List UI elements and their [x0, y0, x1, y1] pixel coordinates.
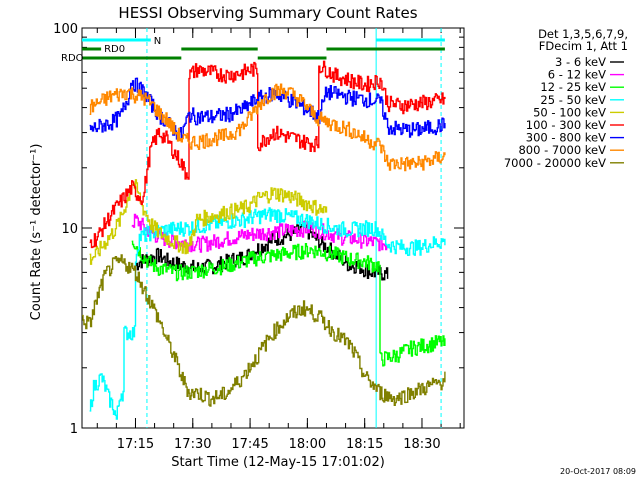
- state-label-rdo: RDO: [61, 53, 84, 64]
- legend-header: Det 1,3,5,6,7,9,: [538, 27, 628, 41]
- legend-entry: 7000 - 20000 keV: [504, 156, 606, 170]
- x-axis-label: Start Time (12-May-15 17:01:02): [171, 455, 385, 470]
- x-tick-label: 17:45: [231, 437, 268, 452]
- generation-timestamp: 20-Oct-2017 08:09: [560, 467, 636, 476]
- legend-entry: 800 - 7000 keV: [518, 143, 606, 157]
- y-tick-label: 1: [70, 422, 78, 437]
- series-line: [89, 77, 446, 140]
- y-axis-label: Count Rate (s⁻¹ detector⁻¹): [29, 144, 44, 321]
- y-tick-label: 100: [53, 22, 78, 37]
- legend-entry: 25 - 50 keV: [540, 93, 606, 107]
- x-tick-label: 17:30: [174, 437, 211, 452]
- legend-entry: 3 - 6 keV: [555, 55, 606, 69]
- legend-entry: 100 - 300 keV: [526, 118, 606, 132]
- legend-entry: 300 - 800 keV: [526, 131, 606, 145]
- plot-layer: 1 10 100 17:15 17:30 17:45 18:00 18:15 18:30 N RD0…: [53, 22, 628, 452]
- series-line: [82, 254, 446, 407]
- series-line: [89, 207, 446, 420]
- x-tick-label: 18:15: [346, 437, 383, 452]
- state-label-rd0: RD0: [104, 44, 125, 55]
- legend-entry: 50 - 100 keV: [533, 105, 606, 119]
- x-tick-label: 18:00: [289, 437, 326, 452]
- series-line: [89, 179, 328, 265]
- x-tick-label: 18:30: [403, 437, 440, 452]
- series-line: [89, 60, 446, 249]
- legend-entry: 6 - 12 keV: [548, 68, 606, 82]
- series-line: [89, 83, 446, 172]
- x-tick-label: 17:15: [117, 437, 154, 452]
- chart-title: HESSI Observing Summary Count Rates: [118, 4, 417, 22]
- series-line: [131, 240, 446, 367]
- y-tick-label: 10: [61, 222, 78, 237]
- state-label-n: N: [154, 36, 161, 47]
- series-line: [135, 220, 389, 281]
- legend-header: FDecim 1, Att 1: [539, 39, 628, 53]
- legend-entry: 12 - 25 keV: [540, 80, 606, 94]
